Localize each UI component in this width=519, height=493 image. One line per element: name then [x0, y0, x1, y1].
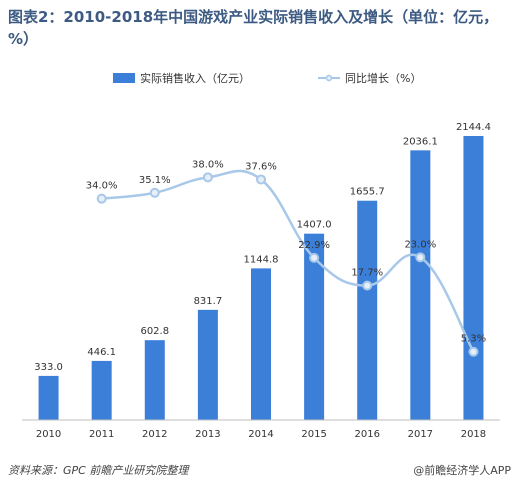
- bar-label-2016: 1655.7: [350, 187, 385, 198]
- growth-point-2018: [468, 346, 479, 357]
- x-axis: 2010 2011 2012 2013 2014 2015 2016 2017 2018: [22, 419, 500, 440]
- x-tick-2016: 2016: [354, 429, 379, 440]
- growth-label-2015: 22.9%: [298, 240, 330, 251]
- bar-2013: [197, 309, 218, 420]
- chart-title: 图表2：2010-2018年中国游戏产业实际销售收入及增长（单位：亿元，%）: [8, 8, 499, 48]
- growth-label-2012: 35.1%: [139, 175, 171, 186]
- bar-label-2014: 1144.8: [244, 254, 279, 265]
- x-tick-2011: 2011: [89, 429, 114, 440]
- bar-labels: 333.0 446.1 602.8 831.7 1144.8 1407.0 1655.7 20…: [34, 122, 491, 373]
- x-tick-2012: 2012: [142, 429, 167, 440]
- x-tick-2010: 2010: [36, 429, 61, 440]
- bar-label-2010: 333.0: [34, 362, 63, 373]
- brand-text: @前瞻经济学人APP: [413, 464, 511, 477]
- x-tick-2017: 2017: [408, 429, 433, 440]
- x-tick-2018: 2018: [461, 429, 486, 440]
- bar-label-2018: 2144.4: [456, 122, 491, 133]
- growth-point-2012: [149, 187, 160, 198]
- legend-bar-label: 实际销售收入（亿元）: [140, 71, 250, 85]
- bar-2010: [38, 375, 59, 420]
- growth-point-2017: [415, 252, 426, 263]
- source-note: 资料来源：GPC 前瞻产业研究院整理: [8, 464, 189, 477]
- bar-label-2013: 831.7: [194, 296, 223, 307]
- legend-line-label: 同比增长（%）: [345, 71, 421, 85]
- bar-2012: [144, 340, 165, 420]
- growth-label-2016: 17.7%: [351, 268, 383, 279]
- growth-label-2013: 38.0%: [192, 159, 224, 170]
- x-tick-2014: 2014: [248, 429, 273, 440]
- x-tick-2015: 2015: [301, 429, 326, 440]
- bar-label-2015: 1407.0: [297, 220, 332, 231]
- legend-bar-swatch: [113, 73, 135, 83]
- bar-2011: [91, 360, 112, 420]
- growth-point-2013: [202, 172, 213, 183]
- legend-line-marker: [325, 74, 333, 82]
- growth-label-2017: 23.0%: [404, 239, 436, 250]
- growth-point-2014: [256, 174, 266, 185]
- growth-point-2015: [309, 252, 320, 263]
- brand-credit: @前瞻经济学人APP: [413, 462, 511, 478]
- line-series: [96, 169, 479, 357]
- bar-2017: [410, 150, 431, 421]
- legend: 实际销售收入（亿元） 同比增长（%）: [113, 71, 421, 85]
- x-tick-2013: 2013: [195, 429, 220, 440]
- bar-label-2012: 602.8: [140, 326, 169, 337]
- bar-label-2011: 446.1: [87, 347, 116, 358]
- line-labels: 34.0% 35.1% 38.0% 37.6% 22.9% 17.7% 23.0% 5.3%: [86, 159, 486, 344]
- growth-label-2018: 5.3%: [461, 334, 486, 345]
- bar-2014: [251, 268, 271, 420]
- bar-2016: [357, 200, 378, 420]
- growth-point-2011: [96, 193, 107, 204]
- bar-label-2017: 2036.1: [403, 136, 438, 147]
- growth-label-2011: 34.0%: [86, 181, 118, 192]
- growth-point-2016: [362, 280, 373, 291]
- bar-2018: [463, 136, 484, 420]
- bar-2015: [304, 233, 325, 420]
- growth-label-2014: 37.6%: [245, 161, 277, 172]
- bar-series: [38, 136, 484, 421]
